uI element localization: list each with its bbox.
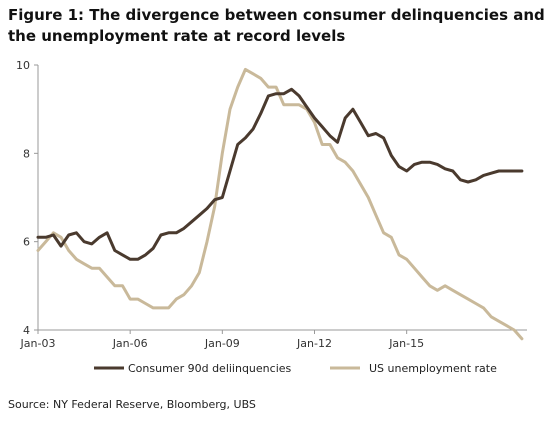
chart-legend: Consumer 90d deliinquencies US unemployme… xyxy=(94,362,497,375)
x-tick-label: Jan-12 xyxy=(296,337,332,350)
y-tick-label: 10 xyxy=(16,59,30,72)
chart-series xyxy=(36,67,524,341)
y-tick-label: 8 xyxy=(23,147,30,160)
x-tick-label: Jan-09 xyxy=(204,337,240,350)
delinquency-series-line xyxy=(36,87,524,261)
y-tick-label: 4 xyxy=(23,324,30,337)
x-tick-label: Jan-03 xyxy=(20,337,56,350)
chart-axes: 4 6 8 10 Jan-03 Jan-06 Jan-09 Jan-12 Jan-15 xyxy=(16,59,527,350)
unemployment-series-line xyxy=(36,67,524,341)
chart-title: Figure 1: The divergence between consume… xyxy=(8,6,545,45)
x-tick-label: Jan-06 xyxy=(112,337,148,350)
legend-unemployment-label: US unemployment rate xyxy=(369,362,497,375)
y-tick-label: 6 xyxy=(23,236,30,249)
legend-delinquency-label: Consumer 90d deliinquencies xyxy=(128,362,292,375)
source-note: Source: NY Federal Reserve, Bloomberg, U… xyxy=(8,398,256,411)
x-tick-label: Jan-15 xyxy=(388,337,424,350)
